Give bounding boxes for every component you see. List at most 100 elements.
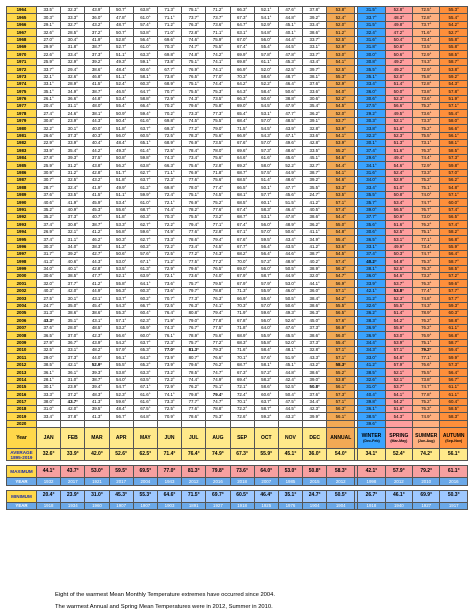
temperature-cell: 74.9°: [412, 412, 441, 421]
table-row: 1979 30.8° 23.9° 44.3° 50.4° 61.6° 69.8° 74.5° 7…: [6, 116, 468, 126]
temperature-cell: 66.3°: [229, 94, 255, 104]
temperature-cell: 27.4°: [35, 109, 62, 118]
temperature-cell: 75.2°: [412, 397, 441, 407]
year-cell: 1990: [6, 198, 37, 207]
temperature-cell: 59.6°: [439, 279, 468, 288]
temperature-cell: 70.7°: [156, 294, 183, 303]
temperature-cell: 33.3°: [60, 13, 86, 22]
temperature-cell: 47.8°: [108, 13, 134, 22]
temperature-cell: 50.4°: [277, 390, 304, 399]
temperature-cell: 60.6°: [253, 390, 279, 399]
temperature-cell: 34.4°: [302, 397, 328, 407]
temperature-cell: 38.5°: [35, 360, 62, 370]
temperature-cell: 32.2°: [357, 131, 386, 141]
temperature-cell: 49.9°: [384, 242, 414, 251]
temperature-cell: 60.3°: [132, 286, 158, 296]
year-cell: 1976: [6, 94, 37, 104]
temperature-cell: 55.3°: [326, 72, 356, 81]
temperature-cell: 37.7°: [357, 212, 386, 222]
temperature-cell: [108, 419, 134, 429]
temperature-cell: 54.2°: [439, 20, 468, 30]
summer-range: (Jun-Aug): [417, 439, 435, 444]
temperature-cell: 73.8°: [156, 57, 183, 67]
annual-header: ANNUAL: [326, 427, 356, 450]
table-row: 1971 25.9° 32.9° 39.2° 49.3° 59.1° 73.8° 75.1° 7…: [6, 57, 468, 67]
temperature-cell: 32.0°: [35, 279, 62, 288]
temperature-cell: 37.6°: [35, 190, 62, 200]
temperature-cell: 49.3°: [277, 308, 304, 318]
temperature-cell: 58.5°: [439, 50, 468, 59]
temperature-cell: 40.9°: [60, 205, 86, 214]
minimum-year-row-cell: 1918: [357, 501, 386, 511]
temperature-cell: 68.3°: [229, 338, 255, 347]
month-header: MAR: [84, 427, 110, 450]
table-row: 1995 37.4° 31.1° 46.2° 50.3° 62.7° 73.3° 78.6° 7…: [6, 235, 468, 244]
temperature-cell: 39.2°: [60, 249, 86, 259]
temperature-cell: 54.5°: [253, 124, 279, 133]
minimum-row-cell: 50.5°: [326, 489, 356, 503]
temperature-cell: 38.7°: [84, 87, 110, 96]
temperature-cell: 54.3°: [439, 79, 468, 89]
temperature-cell: 56.4°: [132, 35, 158, 44]
temperature-cell: 63.3°: [132, 50, 158, 59]
temperature-cell: 40.2°: [302, 257, 328, 266]
temperature-cell: 52.9°: [326, 42, 356, 52]
temperature-cell: 73.4°: [412, 35, 441, 44]
temperature-cell: 77.6°: [205, 205, 231, 214]
year-cell: 1995: [6, 235, 37, 244]
temperature-cell: 76.6°: [205, 353, 231, 362]
temperature-cell: 35.1°: [357, 72, 386, 81]
temperature-cell: 37.3°: [60, 131, 86, 141]
table-row: 1965 30.3° 33.3° 36.0° 47.8° 61.0° 71.1° 73.7° 7…: [6, 13, 468, 22]
minimum-year-row-cell: 1907: [132, 501, 158, 511]
minimum-row-cell: 23.9°: [60, 489, 86, 503]
temperature-cell: 35.4°: [60, 146, 86, 155]
temperature-cell: 35.0°: [60, 301, 86, 311]
temperature-cell: 72.8°: [205, 161, 231, 170]
temperature-cell: 55.8°: [253, 338, 279, 347]
temperature-cell: 36.2°: [302, 220, 328, 229]
temperature-cell: 72.4°: [156, 190, 183, 200]
temperature-cell: [229, 419, 255, 429]
temperature-cell: 51.9°: [439, 94, 468, 104]
temperature-cell: 51.9°: [277, 353, 304, 362]
temperature-cell: 73.5°: [412, 42, 441, 52]
temperature-cell: 57.3°: [439, 360, 468, 370]
temperature-cell: 77.6°: [181, 227, 207, 237]
temperature-cell: 52.8°: [108, 35, 134, 44]
temperature-cell: 45.4°: [84, 301, 110, 311]
temperature-cell: 33.5°: [60, 190, 86, 200]
temperature-cell: 35.2°: [35, 212, 62, 222]
temperature-cell: 61.1°: [253, 57, 279, 67]
temperature-cell: 49.2°: [384, 65, 414, 74]
temperature-cell: 54.8°: [384, 353, 414, 362]
year-cell: 2005: [6, 308, 37, 318]
temperature-cell: 24.6°: [60, 109, 86, 118]
temperature-cell: 57.1°: [326, 286, 356, 296]
temperature-cell: 38.7°: [302, 249, 328, 259]
temperature-cell: 56.8°: [439, 331, 468, 340]
temperature-cell: 36.3°: [302, 308, 328, 318]
temperature-cell: 77.1°: [412, 235, 441, 244]
year-cell: 2015: [6, 382, 37, 392]
temperature-cell: 52.3°: [384, 294, 414, 303]
temperature-cell: 51.6°: [384, 146, 414, 155]
temperature-cell: 72.8°: [205, 227, 231, 237]
temperature-cell: 57.0°: [253, 227, 279, 237]
table-row: 1976 26.1° 36.6° 44.8° 53.4° 58.8° 72.9° 74.3° 7…: [6, 94, 468, 104]
month-header: JUN: [156, 427, 183, 450]
temperature-cell: 47.2°: [384, 28, 414, 37]
temperature-cell: 53.8°: [326, 5, 356, 15]
temperature-cell: 54.2°: [108, 338, 134, 347]
temperature-cell: 67.4°: [229, 220, 255, 229]
temperature-cell: 71.1°: [156, 13, 183, 22]
temperature-cell: 32.6°: [357, 375, 386, 384]
month-header: JUL: [181, 427, 207, 450]
temperature-cell: 73.6°: [156, 286, 183, 296]
temperature-cell: 77.5°: [181, 257, 207, 266]
minimum-row-cell: 46.1°: [384, 489, 414, 503]
temperature-cell: 42.0°: [60, 286, 86, 296]
temperature-cell: 33.4°: [60, 50, 86, 59]
temperature-cell: 78.6°: [181, 235, 207, 244]
temperature-cell: 35.5°: [357, 190, 386, 200]
